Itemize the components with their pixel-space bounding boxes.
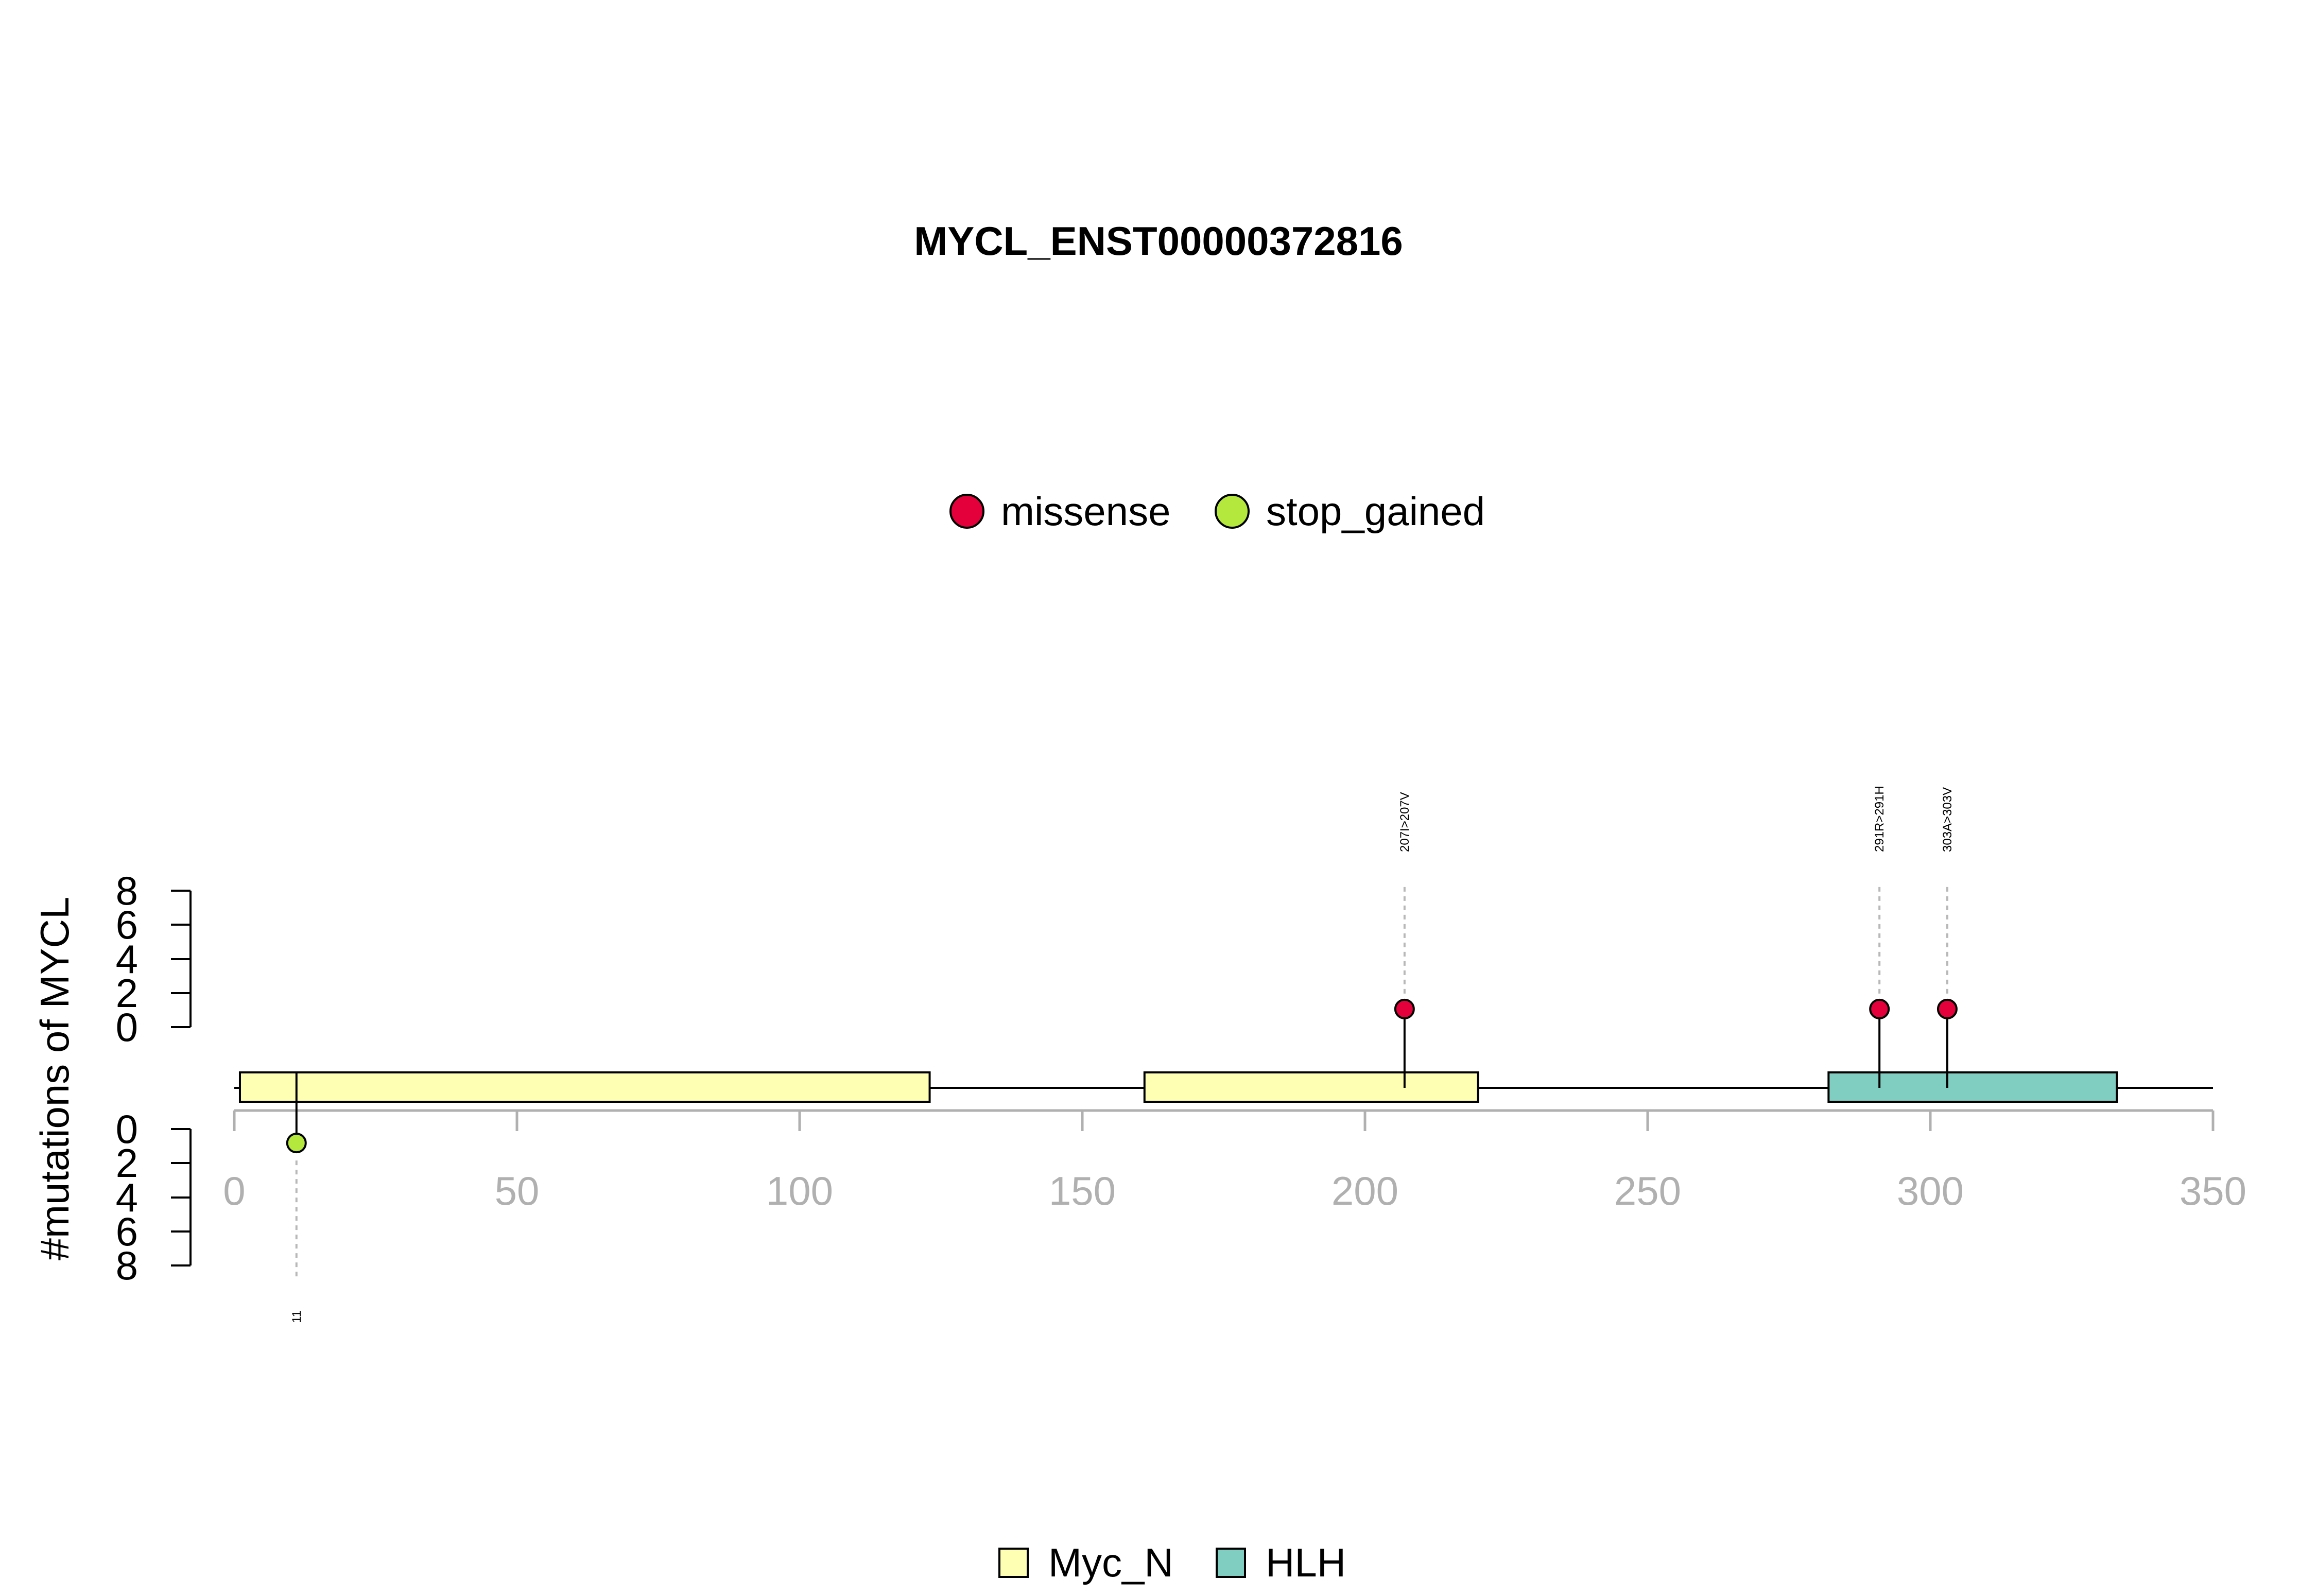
y-tick-label-top: 6: [116, 902, 138, 947]
x-tick-label: 300: [1897, 1168, 1964, 1213]
mutation-label: 291R>291H: [1873, 786, 1887, 852]
y-tick-label-top: 8: [116, 868, 138, 913]
mutation-label: 303A>303V: [1941, 787, 1955, 852]
legend-hlh-label: HLH: [1266, 1540, 1346, 1585]
mutation-missense-291: 291R>291H: [1869, 786, 1890, 1088]
protein-domains: [238, 1071, 2118, 1103]
x-tick-label: 350: [2180, 1168, 2246, 1213]
legend-stop-gained-label: stop_gained: [1266, 489, 1485, 534]
lollipop-head: [1869, 998, 1890, 1019]
domain-hlh-box: [1827, 1071, 2118, 1103]
legend-myc-n-swatch: [998, 1548, 1029, 1578]
legend-missense-label: missense: [1001, 489, 1170, 534]
mutation-label: 11: [290, 1310, 304, 1323]
y-tick-label-top: 4: [116, 936, 138, 982]
lollipop-head: [286, 1133, 307, 1154]
y-tick-label-bottom: 4: [116, 1175, 138, 1220]
legend-missense-swatch: [949, 494, 984, 529]
y-tick-label-top: 0: [116, 1004, 138, 1050]
mutation-missense-303: 303A>303V: [1936, 787, 1958, 1088]
y-tick-label-bottom: 6: [116, 1209, 138, 1254]
y-axis-bottom: 0 2 4 6 8: [116, 1106, 192, 1288]
legend-myc-n-label: Myc_N: [1048, 1540, 1173, 1585]
y-tick-label-bottom: 2: [116, 1140, 138, 1186]
domain-legend: Myc_N HLH: [998, 1540, 1346, 1585]
y-axis-label: #mutations of MYCL: [32, 897, 77, 1261]
mutation-label: 207I>207V: [1398, 792, 1412, 852]
x-tick-label: 200: [1332, 1168, 1398, 1213]
y-tick-label-bottom: 0: [116, 1106, 138, 1152]
lollipop-head: [1936, 998, 1958, 1019]
domain-myc-n-box: [238, 1071, 931, 1103]
x-tick-label: 0: [223, 1168, 245, 1213]
domain-myc-n-box: [1143, 1071, 1479, 1103]
mutation-stop_gained-11: 11: [286, 1072, 307, 1323]
mutation-missense-207: 207I>207V: [1394, 792, 1415, 1088]
x-tick-label: 250: [1614, 1168, 1681, 1213]
legend-hlh-swatch: [1216, 1548, 1246, 1578]
x-tick-label: 150: [1049, 1168, 1116, 1213]
mutation-lollipops: 207I>207V 291R>291H 303A>303V 11: [286, 786, 1958, 1323]
mutation-legend: missense stop_gained: [949, 489, 1485, 534]
y-tick-label-bottom: 8: [116, 1243, 138, 1288]
y-axis-top: 8 6 4 2 0: [116, 868, 192, 1050]
legend-stop-gained-swatch: [1215, 494, 1250, 529]
x-tick-label: 100: [766, 1168, 833, 1213]
y-tick-label-top: 2: [116, 970, 138, 1016]
chart-title: MYCL_ENST00000372816: [914, 218, 1403, 264]
lollipop-head: [1394, 998, 1415, 1019]
x-tick-label: 50: [495, 1168, 540, 1213]
x-axis: 0 50 100 150 200 250 300 350: [223, 1109, 2246, 1213]
